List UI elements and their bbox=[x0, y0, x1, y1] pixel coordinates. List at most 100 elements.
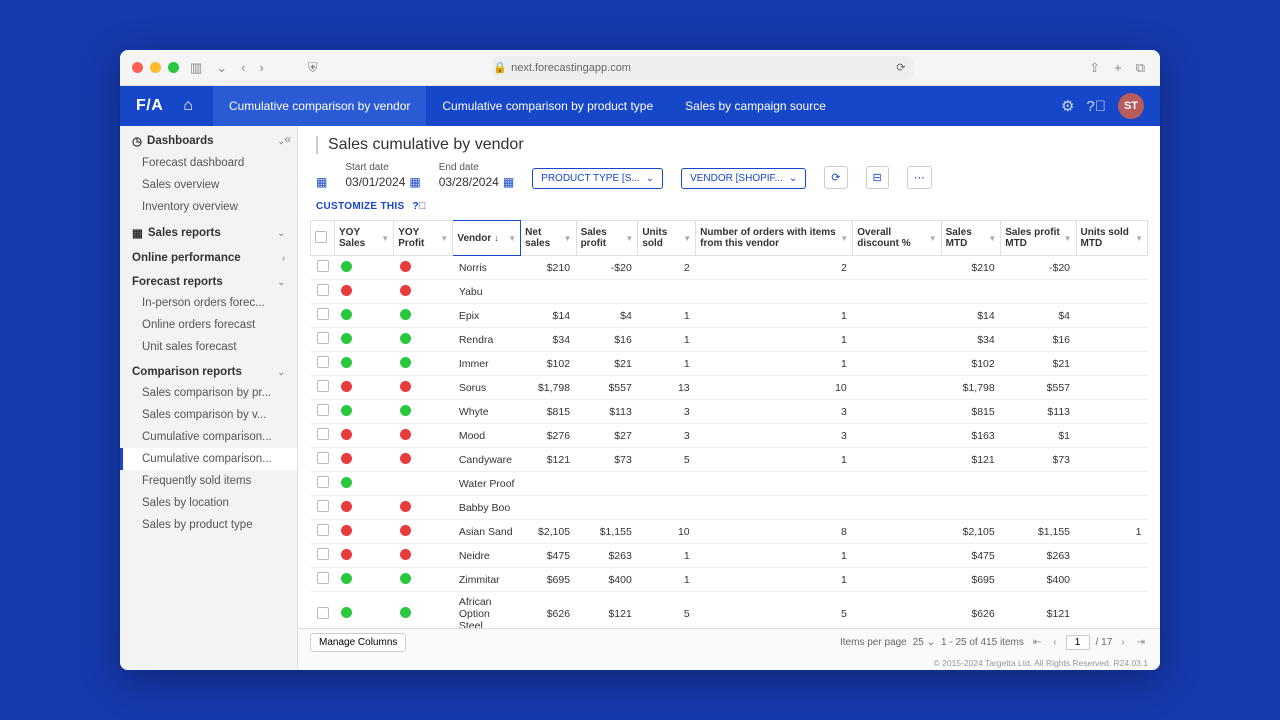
column-header[interactable]: Net sales▼ bbox=[521, 221, 576, 256]
last-page-icon[interactable]: ⇥ bbox=[1134, 637, 1148, 648]
refresh-button[interactable]: ⟳ bbox=[824, 166, 847, 189]
tabs-icon[interactable]: ⧉ bbox=[1133, 60, 1148, 76]
row-checkbox[interactable] bbox=[317, 476, 329, 488]
nav-tab[interactable]: Sales by campaign source bbox=[669, 86, 842, 126]
calendar-icon[interactable]: ▦ bbox=[316, 175, 327, 189]
row-checkbox[interactable] bbox=[317, 572, 329, 584]
help-icon[interactable]: ?⃝ bbox=[1086, 98, 1106, 115]
filter-icon[interactable]: ▼ bbox=[683, 234, 691, 243]
first-page-icon[interactable]: ⇤ bbox=[1030, 637, 1044, 648]
filter-icon[interactable]: ▼ bbox=[1064, 234, 1072, 243]
url-bar[interactable]: 🔒 next.forecastingapp.com ⟳ bbox=[493, 56, 913, 80]
sidebar-item[interactable]: Forecast dashboard bbox=[120, 152, 297, 174]
row-checkbox[interactable] bbox=[317, 356, 329, 368]
sidebar-section[interactable]: Online performance› bbox=[120, 244, 297, 268]
filter-icon[interactable]: ▼ bbox=[1135, 234, 1143, 243]
sidebar-item[interactable]: Cumulative comparison... bbox=[120, 426, 297, 448]
sidebar-item[interactable]: In-person orders forec... bbox=[120, 292, 297, 314]
table-row: Whyte$815$11333$815$113 bbox=[311, 400, 1148, 424]
close-icon[interactable] bbox=[132, 62, 143, 73]
row-checkbox[interactable] bbox=[317, 524, 329, 536]
sidebar-section[interactable]: Comparison reports⌄ bbox=[120, 358, 297, 382]
back-icon[interactable]: ‹ bbox=[238, 60, 248, 75]
filter-icon[interactable]: ▼ bbox=[508, 234, 516, 243]
column-header[interactable]: Sales profit▼ bbox=[576, 221, 638, 256]
sidebar-item[interactable]: Online orders forecast bbox=[120, 314, 297, 336]
page-input[interactable] bbox=[1066, 635, 1090, 650]
sidebar-section[interactable]: ▦Sales reports⌄ bbox=[120, 218, 297, 244]
cell: 1 bbox=[696, 328, 853, 352]
sidebar-section[interactable]: Forecast reports⌄ bbox=[120, 268, 297, 292]
sidebar-item[interactable]: Sales by location bbox=[120, 492, 297, 514]
end-date-value[interactable]: 03/28/2024 bbox=[439, 175, 499, 189]
chevron-down-icon[interactable]: ⌄ bbox=[213, 60, 230, 76]
row-checkbox[interactable] bbox=[317, 548, 329, 560]
column-header[interactable]: YOY Sales▼ bbox=[335, 221, 394, 256]
export-button[interactable]: ⊟ bbox=[866, 166, 889, 189]
column-header[interactable]: Units sold▼ bbox=[638, 221, 696, 256]
sidebar-item[interactable]: Sales comparison by pr... bbox=[120, 382, 297, 404]
forward-icon[interactable]: › bbox=[257, 60, 267, 75]
column-header[interactable]: Sales MTD▼ bbox=[941, 221, 1001, 256]
cell: $121 bbox=[941, 448, 1001, 472]
calendar-icon[interactable]: ▦ bbox=[409, 175, 420, 189]
refresh-icon[interactable]: ⟳ bbox=[896, 61, 913, 74]
maximize-icon[interactable] bbox=[168, 62, 179, 73]
column-header[interactable]: Sales profit MTD▼ bbox=[1001, 221, 1076, 256]
sidebar-item[interactable]: Sales by product type bbox=[120, 514, 297, 536]
filter-product-type[interactable]: PRODUCT TYPE [S...⌄ bbox=[532, 168, 663, 189]
filter-icon[interactable]: ▼ bbox=[840, 234, 848, 243]
items-per-page-select[interactable]: 25 ⌄ bbox=[913, 637, 935, 648]
sidebar-item[interactable]: Frequently sold items bbox=[120, 470, 297, 492]
manage-columns-button[interactable]: Manage Columns bbox=[310, 633, 406, 652]
filter-icon[interactable]: ▼ bbox=[625, 234, 633, 243]
gear-icon[interactable]: ⚙ bbox=[1061, 97, 1074, 115]
prev-page-icon[interactable]: ‹ bbox=[1050, 637, 1059, 648]
sidebar-item[interactable]: Cumulative comparison... bbox=[120, 448, 297, 470]
filter-icon[interactable]: ▼ bbox=[564, 234, 572, 243]
row-checkbox[interactable] bbox=[317, 260, 329, 272]
start-date-value[interactable]: 03/01/2024 bbox=[345, 175, 405, 189]
share-icon[interactable]: ⇪ bbox=[1086, 60, 1103, 76]
sidebar-item[interactable]: Sales comparison by v... bbox=[120, 404, 297, 426]
sidebar-item[interactable]: Inventory overview bbox=[120, 196, 297, 218]
avatar[interactable]: ST bbox=[1118, 93, 1144, 119]
nav-tab[interactable]: Cumulative comparison by product type bbox=[426, 86, 669, 126]
column-header[interactable]: Vendor↓▼ bbox=[453, 221, 521, 256]
minimize-icon[interactable] bbox=[150, 62, 161, 73]
logo[interactable]: F/A bbox=[136, 97, 163, 115]
filter-icon[interactable]: ▼ bbox=[929, 234, 937, 243]
shield-icon[interactable]: ⛨ bbox=[305, 60, 321, 76]
next-page-icon[interactable]: › bbox=[1118, 637, 1127, 648]
row-checkbox[interactable] bbox=[317, 500, 329, 512]
column-header[interactable]: Overall discount %▼ bbox=[853, 221, 941, 256]
customize-link[interactable]: CUSTOMIZE THIS ?⃝ bbox=[298, 195, 1160, 214]
filter-icon[interactable]: ▼ bbox=[988, 234, 996, 243]
row-checkbox[interactable] bbox=[317, 308, 329, 320]
nav-tab[interactable]: Cumulative comparison by vendor bbox=[213, 86, 426, 126]
sidebar-section[interactable]: ◷Dashboards⌄ bbox=[120, 126, 297, 152]
row-checkbox[interactable] bbox=[317, 404, 329, 416]
column-header[interactable]: YOY Profit▼ bbox=[394, 221, 453, 256]
select-all-checkbox[interactable] bbox=[315, 231, 327, 243]
filter-icon[interactable]: ▼ bbox=[440, 234, 448, 243]
row-checkbox[interactable] bbox=[317, 380, 329, 392]
column-header[interactable]: Units sold MTD▼ bbox=[1076, 221, 1147, 256]
sidebar-item[interactable]: Sales overview bbox=[120, 174, 297, 196]
more-options-button[interactable]: ⋯ bbox=[907, 166, 932, 189]
sidebar-toggle-icon[interactable]: ▥ bbox=[187, 60, 205, 76]
row-checkbox[interactable] bbox=[317, 332, 329, 344]
status-dot bbox=[341, 357, 352, 368]
row-checkbox[interactable] bbox=[317, 284, 329, 296]
filter-vendor[interactable]: VENDOR [SHOPIF...⌄ bbox=[681, 168, 806, 189]
row-checkbox[interactable] bbox=[317, 607, 329, 619]
row-checkbox[interactable] bbox=[317, 428, 329, 440]
filter-icon[interactable]: ▼ bbox=[381, 234, 389, 243]
calendar-icon[interactable]: ▦ bbox=[503, 175, 514, 189]
column-header[interactable]: Number of orders with items from this ve… bbox=[696, 221, 853, 256]
new-tab-icon[interactable]: + bbox=[1111, 60, 1125, 75]
home-icon[interactable]: ⌂ bbox=[183, 97, 193, 115]
collapse-sidebar-icon[interactable]: « bbox=[284, 132, 291, 146]
sidebar-item[interactable]: Unit sales forecast bbox=[120, 336, 297, 358]
row-checkbox[interactable] bbox=[317, 452, 329, 464]
